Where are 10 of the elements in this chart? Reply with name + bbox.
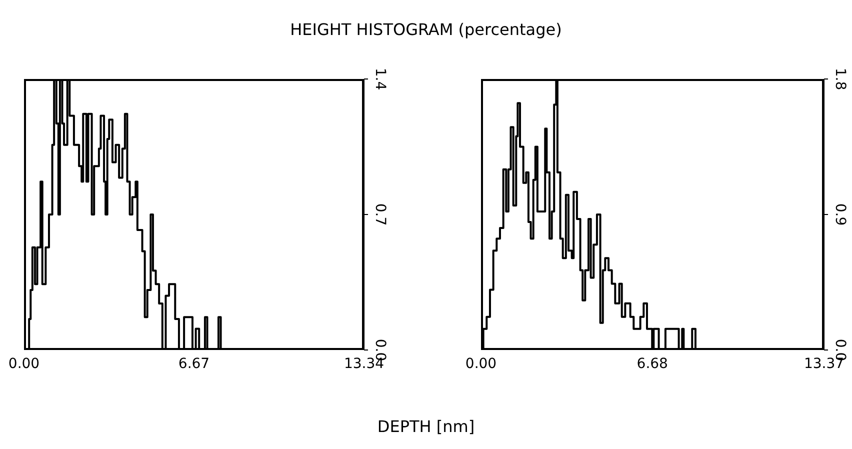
x-axis-title: DEPTH [nm] xyxy=(376,417,476,436)
x-tick-label: 6.67 xyxy=(178,356,210,372)
y-tick-label: 0.9 xyxy=(832,203,848,226)
x-tick-label: 0.00 xyxy=(8,356,40,372)
x-tick-label: 6.68 xyxy=(636,356,668,372)
x-tick-label: 0.00 xyxy=(465,356,497,372)
y-tick-label: 1.8 xyxy=(832,68,848,90)
y-tick-label: 0.7 xyxy=(372,203,388,226)
y-tick-label: 1.4 xyxy=(372,68,388,90)
text: HEIGHT HISTOGRAM (percentage) xyxy=(289,20,563,39)
